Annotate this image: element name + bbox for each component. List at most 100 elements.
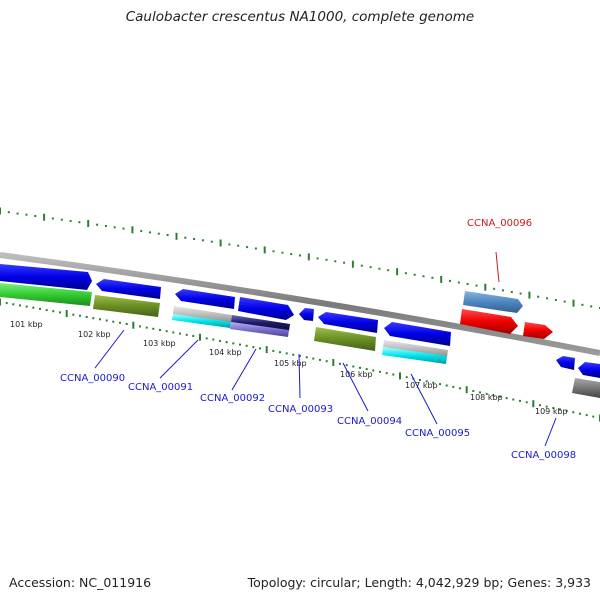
- minor-tick: [179, 332, 181, 335]
- minor-tick: [510, 291, 513, 293]
- cds-arrow: [463, 291, 523, 313]
- minor-tick: [439, 383, 441, 386]
- minor-tick: [299, 254, 301, 257]
- minor-tick: [359, 366, 361, 369]
- map-title: Caulobacter crescentus NA1000, complete …: [125, 9, 475, 25]
- minor-tick: [365, 368, 368, 371]
- minor-tick: [232, 342, 235, 345]
- minor-tick: [459, 387, 461, 390]
- gene-label: CCNA_00093: [268, 404, 333, 415]
- minor-tick: [345, 364, 348, 367]
- gene-leader-lines: [94, 251, 557, 447]
- gene-label: CCNA_00098: [511, 450, 576, 461]
- minor-tick: [334, 260, 337, 263]
- minor-tick: [512, 398, 515, 401]
- cds-arrow: [0, 264, 92, 290]
- gene-label: CCNA_00090: [60, 373, 125, 384]
- minor-tick: [149, 231, 151, 234]
- minor-tick: [466, 283, 469, 285]
- gene-label: CCNA_00091: [128, 382, 193, 393]
- minor-tick: [499, 395, 501, 398]
- gene-label: CCNA_00095: [405, 428, 470, 439]
- minor-tick: [585, 414, 588, 417]
- minor-tick: [193, 238, 196, 240]
- cds-arrow: [556, 356, 575, 370]
- minor-tick: [590, 305, 593, 308]
- major-tick: [0, 207, 1, 215]
- minor-tick: [387, 269, 390, 272]
- cds-arrow: [93, 295, 160, 317]
- minor-tick: [157, 232, 160, 235]
- minor-tick: [45, 309, 48, 312]
- cds-arrow: [318, 312, 378, 333]
- cds-arrow: [460, 309, 518, 334]
- minor-tick: [272, 250, 275, 253]
- reverse-strand-features: [0, 283, 600, 398]
- minor-tick: [34, 215, 37, 217]
- minor-tick: [537, 295, 540, 298]
- minor-tick: [259, 347, 261, 350]
- cds-arrow: [172, 314, 231, 328]
- minor-tick: [212, 338, 215, 341]
- cds-arrow: [572, 378, 600, 398]
- minor-tick: [559, 408, 561, 411]
- minor-tick: [579, 412, 581, 415]
- inner-tick-ring: [0, 298, 600, 422]
- minor-tick: [145, 326, 148, 329]
- minor-tick: [112, 320, 115, 323]
- minor-tick: [78, 221, 81, 224]
- minor-tick: [485, 392, 488, 395]
- major-tick: [65, 310, 68, 317]
- minor-tick: [39, 307, 41, 310]
- minor-tick: [519, 399, 521, 402]
- tick-label: 107 kbp: [405, 381, 438, 390]
- cds-arrow: [299, 308, 314, 321]
- minor-tick: [125, 323, 128, 325]
- major-tick: [572, 299, 575, 307]
- minor-tick: [339, 362, 341, 365]
- minor-tick: [581, 303, 584, 306]
- minor-tick: [99, 318, 101, 321]
- tick-label: 101 kbp: [10, 320, 43, 329]
- leader-line: [342, 362, 369, 412]
- minor-tick: [237, 244, 240, 247]
- minor-tick: [405, 376, 408, 379]
- minor-tick: [254, 247, 257, 250]
- minor-tick: [290, 253, 293, 256]
- cds-arrow: [96, 279, 161, 299]
- minor-tick: [449, 279, 451, 282]
- minor-tick: [72, 313, 75, 316]
- major-tick: [307, 253, 310, 261]
- cds-arrow: [230, 322, 289, 337]
- forward-strand-features: [0, 264, 600, 378]
- major-tick: [199, 333, 201, 341]
- minor-tick: [452, 385, 455, 388]
- minor-tick: [505, 397, 508, 400]
- major-tick: [132, 321, 135, 329]
- major-tick: [87, 220, 90, 227]
- minor-tick: [299, 355, 301, 357]
- minor-tick: [565, 409, 568, 412]
- minor-tick: [185, 333, 188, 336]
- minor-tick: [292, 353, 295, 356]
- minor-tick: [546, 297, 549, 300]
- minor-tick: [51, 217, 54, 220]
- gene-label: CCNA_00092: [200, 393, 265, 404]
- minor-tick: [59, 311, 61, 314]
- tick-label: 109 kbp: [535, 407, 568, 416]
- minor-tick: [404, 272, 407, 275]
- major-tick: [332, 359, 335, 366]
- minor-tick: [219, 339, 221, 342]
- minor-tick: [113, 226, 116, 229]
- tick-label: 108 kbp: [470, 393, 503, 402]
- minor-tick: [432, 381, 435, 384]
- minor-tick: [119, 321, 121, 324]
- gene-label: CCNA_00096: [467, 218, 532, 229]
- minor-tick: [563, 300, 566, 303]
- major-tick: [351, 260, 354, 268]
- minor-tick: [104, 225, 107, 227]
- tick-label: 103 kbp: [143, 339, 176, 348]
- minor-tick: [184, 236, 187, 239]
- minor-tick: [592, 415, 595, 418]
- minor-tick: [360, 264, 363, 267]
